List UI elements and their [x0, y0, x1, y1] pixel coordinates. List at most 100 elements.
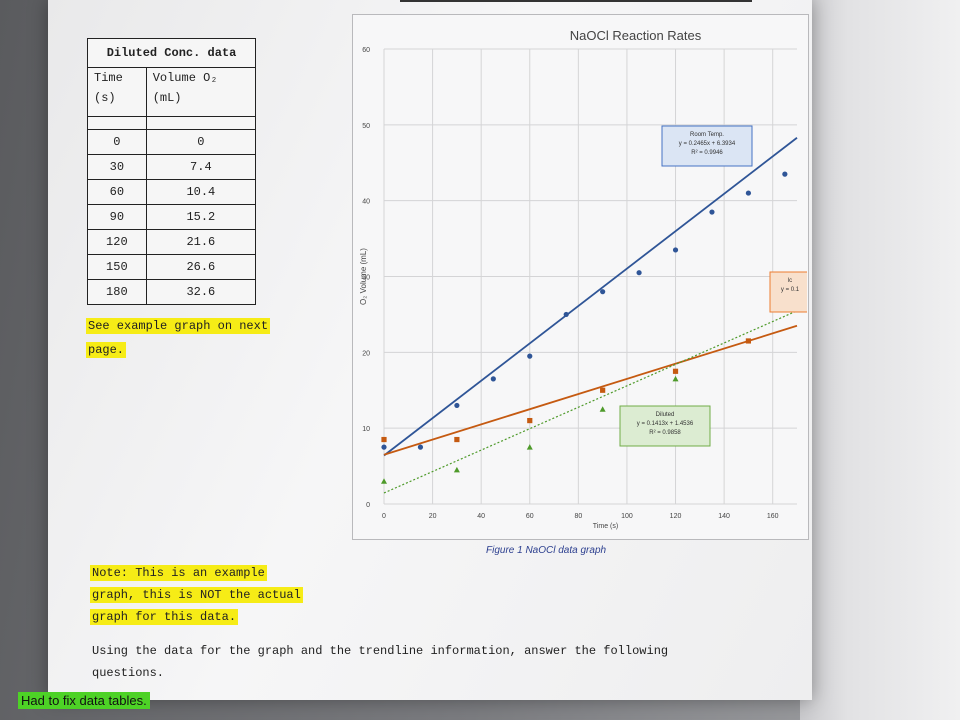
trendline-label-text: R² = 0.9946: [691, 150, 723, 156]
x-axis-label: Time (s): [593, 523, 618, 530]
data-point: [672, 375, 679, 382]
x-tick-label: 20: [429, 513, 437, 520]
y-axis-label: O₂ Volume (mL): [359, 248, 368, 305]
data-point: [745, 190, 752, 196]
table-row: 150 26.6: [87, 254, 257, 280]
data-point: [563, 311, 569, 318]
time-cell: 60: [87, 179, 147, 205]
y-tick-label: 0: [366, 502, 370, 509]
trendline-label-box: [619, 405, 711, 447]
data-point: [672, 247, 679, 253]
time-cell: 120: [87, 229, 147, 255]
y-tick-label: 30: [362, 275, 370, 282]
data-point: [527, 417, 533, 424]
data-point: [381, 436, 387, 443]
data-table: Diluted Conc. data Time (s) Volume O₂ (m…: [87, 38, 257, 305]
header-volume: Volume O₂ (mL): [145, 67, 257, 117]
table-row: 60 10.4: [87, 179, 257, 205]
x-tick-label: 40: [477, 513, 485, 520]
note-line1: Note: This is an example: [90, 565, 267, 581]
instructions: Using the data for the graph and the tre…: [92, 640, 692, 684]
data-point: [381, 444, 387, 450]
data-point: [709, 209, 715, 215]
instructions-line2: questions.: [92, 666, 165, 680]
data-point: [526, 444, 533, 450]
disclaimer-note: Note: This is an example graph, this is …: [90, 562, 310, 628]
header-volume-unit: (mL): [152, 91, 182, 105]
y-tick-label: 50: [362, 123, 370, 130]
data-point: [672, 368, 679, 374]
header-time-label: Time: [94, 71, 123, 85]
data-point: [527, 353, 533, 359]
x-tick-label: 160: [767, 513, 779, 520]
note-line2: graph, this is NOT the actual: [90, 587, 303, 603]
volume-cell: 15.2: [145, 204, 257, 230]
trendline-2: [383, 324, 798, 456]
trendline-label-box: [661, 125, 753, 167]
figure-caption: Figure 1 NaOCl data graph: [486, 545, 607, 556]
trendline-label-text: lc: [788, 278, 792, 284]
x-tick-label: 60: [526, 513, 534, 520]
example-note-line2: page.: [86, 342, 127, 358]
note-line3: graph for this data.: [90, 609, 239, 625]
x-tick-label: 120: [670, 513, 682, 520]
x-tick-label: 80: [574, 513, 582, 520]
data-point: [782, 171, 788, 177]
example-graph-note: See example graph on next page.: [86, 314, 276, 362]
spacer-cell: [145, 116, 257, 130]
trendline-3: [383, 310, 798, 494]
table-row: 90 15.2: [87, 204, 257, 230]
data-point: [636, 270, 642, 276]
time-cell: 30: [87, 154, 147, 180]
top-rule-line: [400, 0, 752, 2]
trendline-label-box: [769, 271, 807, 313]
instructions-line1: Using the data for the graph and the tre…: [92, 644, 669, 658]
x-tick-label: 0: [382, 513, 386, 520]
volume-cell: 26.6: [145, 254, 257, 280]
data-point: [490, 376, 496, 382]
x-tick-label: 140: [718, 513, 730, 520]
x-tick-label: 100: [621, 513, 633, 520]
header-time-unit: (s): [94, 91, 116, 105]
data-point: [454, 436, 460, 443]
time-cell: 180: [87, 279, 147, 305]
volume-cell: 32.6: [145, 279, 257, 305]
time-cell: 0: [87, 129, 147, 155]
trendline-label-text: y = 0.1413x + 1.4536: [637, 421, 694, 427]
header-volume-label: Volume O₂: [152, 71, 218, 85]
trendline-label-text: y = 0.2465x + 6.3934: [679, 141, 736, 147]
monitor-bezel: [800, 0, 960, 720]
volume-cell: 0: [145, 129, 257, 155]
chart-title: NaOCl Reaction Rates: [570, 28, 702, 43]
trendline-label-text: Room Temp.: [690, 132, 724, 138]
data-point: [745, 338, 752, 344]
header-time: Time (s): [87, 67, 147, 117]
volume-cell: 7.4: [145, 154, 257, 180]
data-point: [600, 387, 606, 393]
data-point: [599, 406, 606, 412]
trendline-label-text: R² = 0.9858: [649, 430, 681, 436]
trendline-label-text: y = 0.1: [781, 287, 800, 293]
time-cell: 150: [87, 254, 147, 280]
data-point: [600, 289, 606, 295]
table-row: 180 32.6: [87, 279, 257, 305]
trendline-1: [383, 137, 798, 457]
feedback-comment: Had to fix data tables.: [18, 692, 150, 709]
y-tick-label: 60: [362, 47, 370, 54]
trendline-label-text: Diluted: [656, 412, 675, 418]
y-tick-label: 40: [362, 199, 370, 206]
chart-svg: 0 20 40 60 80 100 120 140 160 0 10 20 30 40 50 60 NaOCl …: [359, 28, 807, 530]
data-point: [453, 466, 460, 473]
table-caption: Diluted Conc. data: [87, 38, 256, 68]
table-row: 30 7.4: [87, 154, 257, 180]
y-tick-label: 20: [362, 350, 370, 357]
time-cell: 90: [87, 204, 147, 230]
y-tick-label: 10: [362, 426, 370, 433]
data-point: [381, 478, 387, 484]
volume-cell: 21.6: [145, 229, 257, 255]
spacer-cell: [87, 116, 147, 130]
example-note-line1: See example graph on next: [86, 318, 271, 334]
data-point: [417, 444, 424, 450]
volume-cell: 10.4: [145, 179, 257, 205]
